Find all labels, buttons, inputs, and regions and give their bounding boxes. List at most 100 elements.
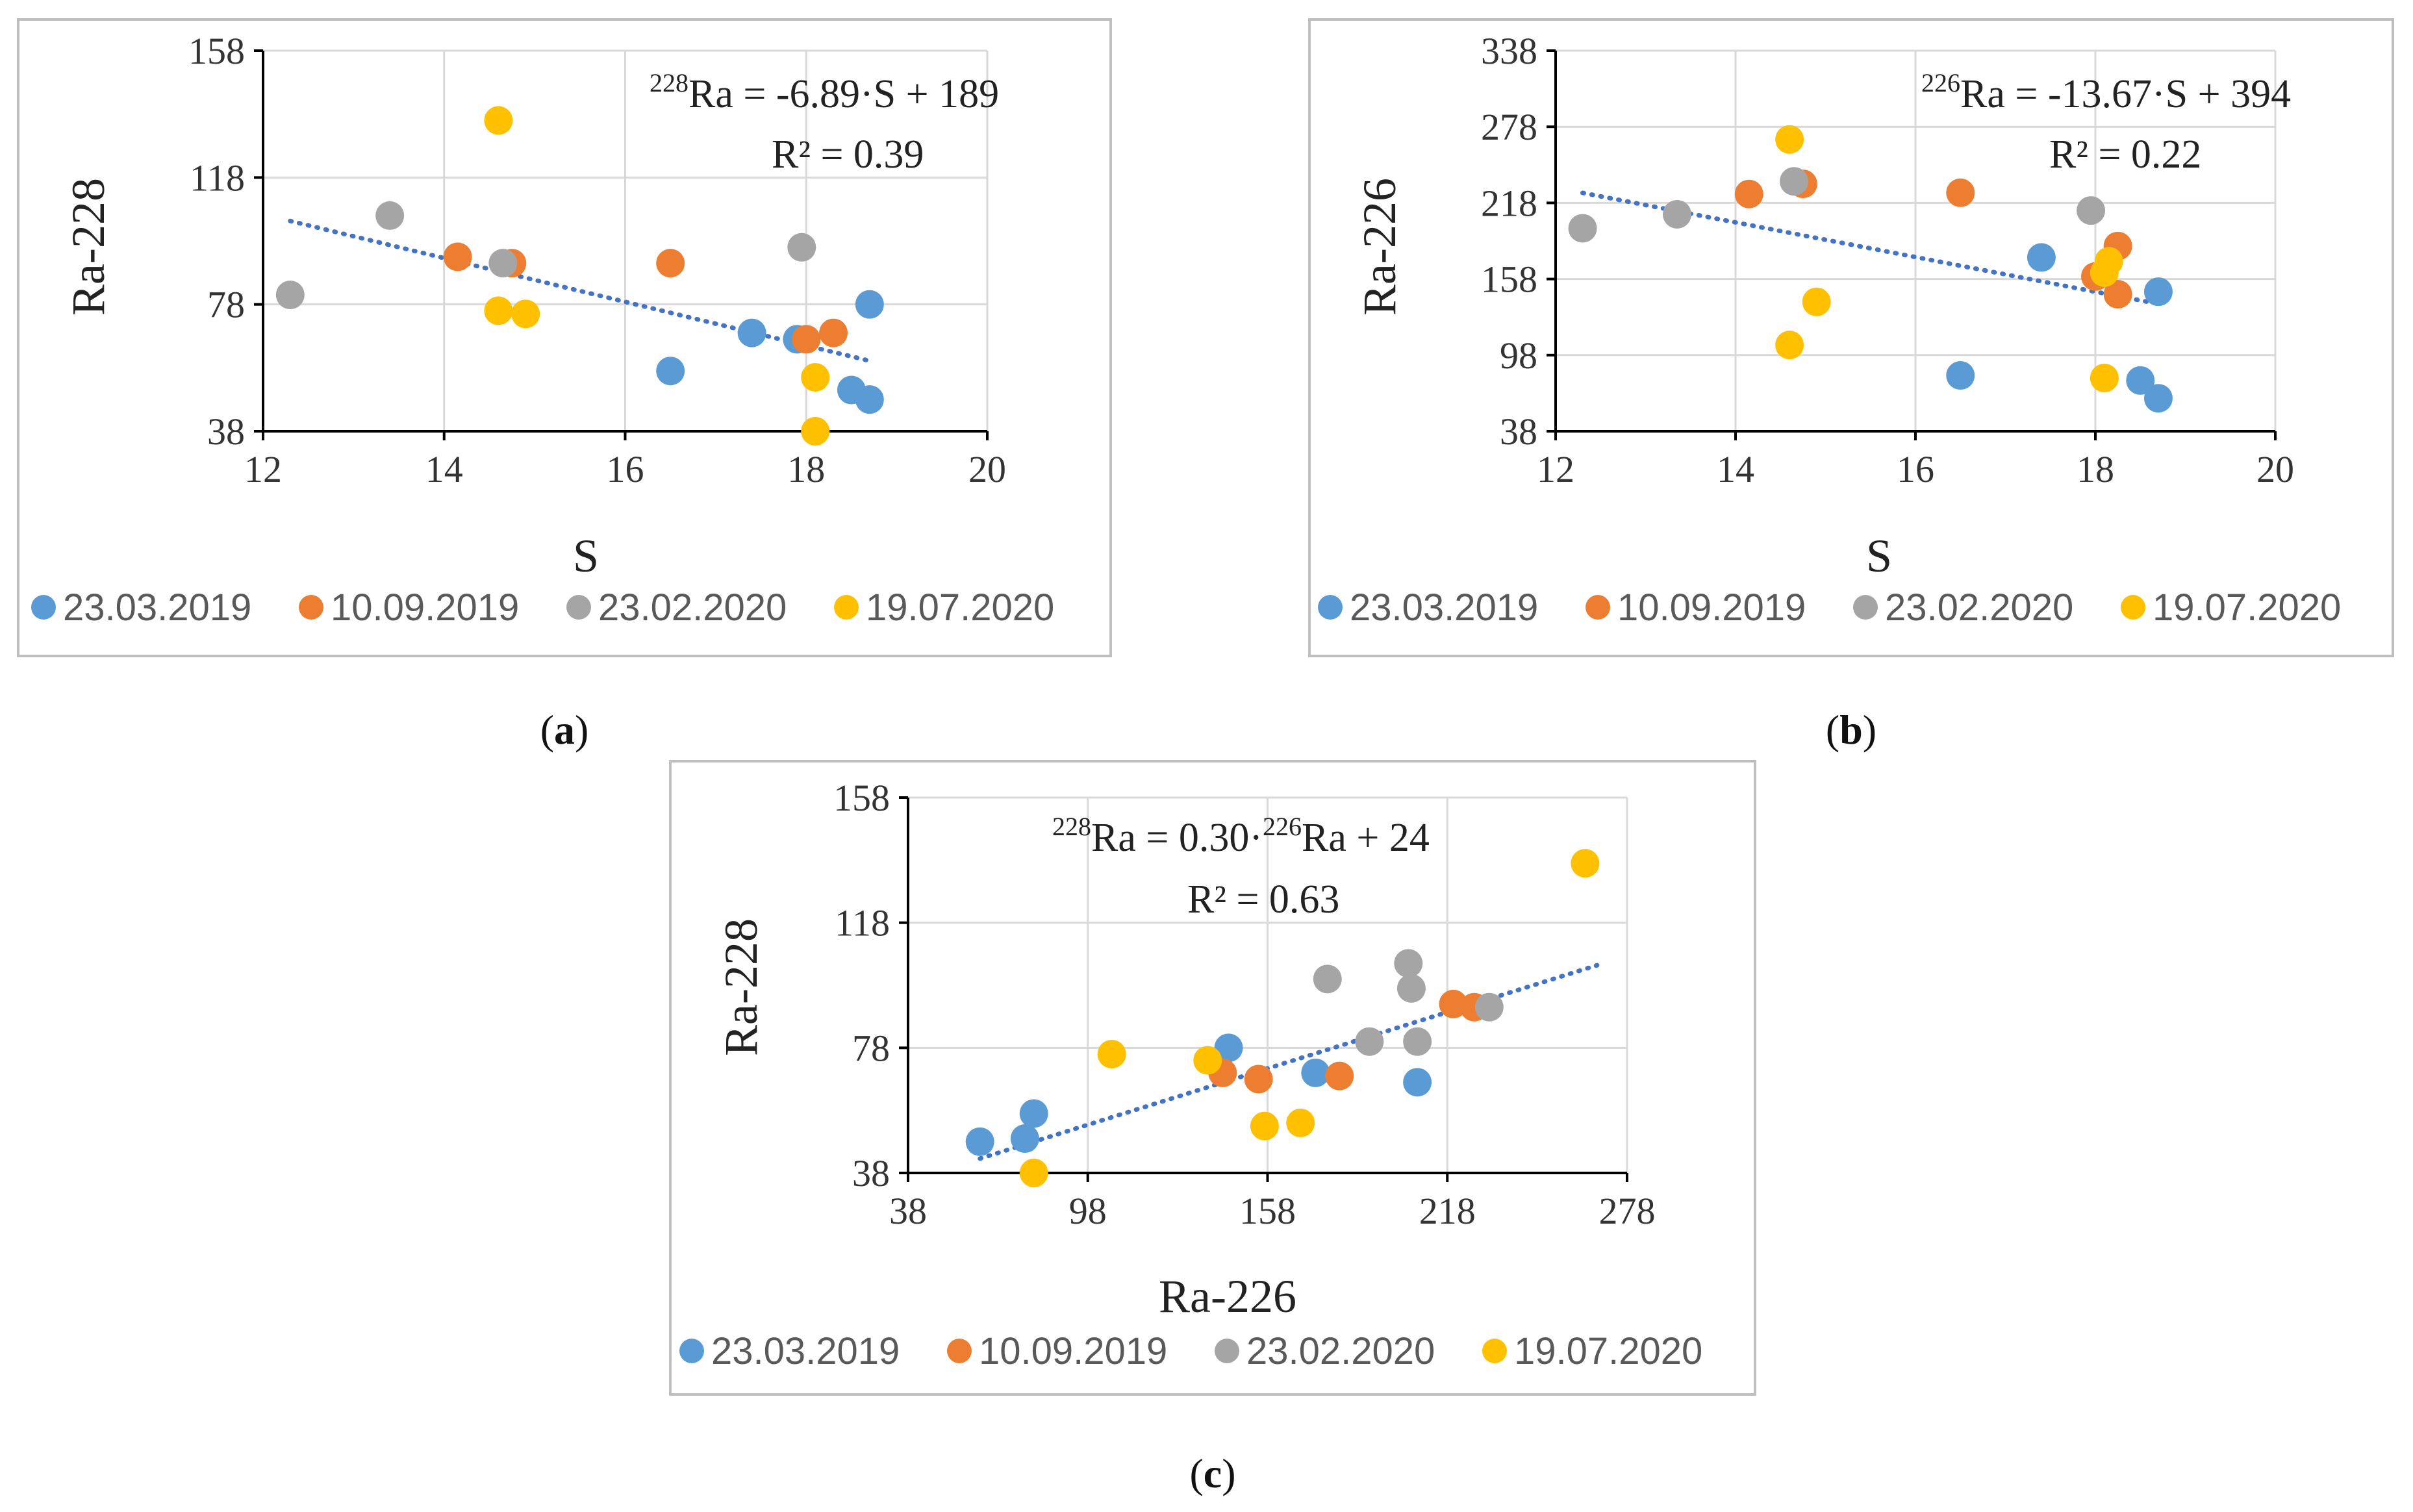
chart-a-point-19.07.2020 [484,106,513,135]
chart-b-point-10.09.2019 [2103,280,2132,309]
chart-a-trendline [288,218,872,364]
chart-a-legend-marker [834,595,859,620]
chart-c-y-axis-label: Ra-228 [715,918,767,1056]
chart-a-x-tick-labels: 12 14 16 18 20 [244,431,1006,490]
chart-a-caption-letter: a [554,707,575,753]
chart-b-legend-label: 10.09.2019 [1617,586,1806,629]
chart-c-equation: 228Ra = 0.30·226Ra + 24 [1052,812,1430,860]
chart-a-point-19.07.2020 [484,296,513,325]
chart-c-x-tick-labels: 38 98 158 218 278 [889,1173,1656,1232]
chart-b-equation-superscript: 226 [1921,68,1960,97]
chart-a-legend-label: 23.03.2019 [63,586,251,629]
chart-a-legend-label: 23.02.2020 [598,586,787,629]
chart-a-frame [17,18,1112,657]
chart-b-y-tick-label: 38 [1500,410,1537,453]
chart-b-point-19.07.2020 [1775,125,1804,154]
chart-c-legend-marker [1215,1339,1239,1363]
chart-c-point-23.02.2020 [1313,964,1342,994]
chart-b-point-19.07.2020 [1775,331,1804,360]
chart-b-x-axis-label: S [1866,530,1892,582]
chart-b-x-tick-label: 18 [2077,448,2114,490]
chart-b-point-23.03.2019 [2143,384,2173,413]
chart-a-y-tick-label: 118 [190,157,245,199]
chart-c-x-tick-label: 158 [1239,1190,1296,1232]
chart-c-point-23.03.2019 [1403,1068,1432,1097]
chart-a-caption-open: ( [540,707,554,753]
chart-b-point-23.03.2019 [2143,277,2173,307]
chart-b-point-23.02.2020 [1568,214,1597,243]
chart-c-point-23.03.2019 [1010,1124,1039,1153]
chart-a-equation: 228Ra = -6.89·S + 189 [650,68,999,116]
chart-b-y-tick-label: 338 [1481,30,1537,72]
chart-b-y-tick-label: 158 [1481,258,1537,301]
chart-b-r-squared: R² = 0.22 [2049,132,2201,177]
chart-a-x-tick-label: 14 [425,448,463,490]
chart-c-y-tick-label: 118 [835,902,890,944]
chart-b-trendline [1580,190,2161,307]
chart-a-caption: (a) [540,707,589,753]
chart-c-point-19.07.2020 [1097,1039,1126,1068]
chart-a-point-10.09.2019 [656,249,685,278]
chart-c-y-tick-label: 38 [852,1152,890,1194]
chart-b-x-tick-label: 20 [2256,448,2294,490]
chart-a-point-23.03.2019 [737,318,766,347]
chart-a-point-10.09.2019 [792,325,821,354]
chart-b-point-10.09.2019 [1946,178,1975,207]
chart-b-caption-letter: b [1839,707,1863,753]
chart-c-equation-superscript: 228 [1052,812,1091,841]
chart-b-equation-text: Ra = -13.67·S + 394 [1960,72,2291,116]
chart-a-trendline-line [288,218,872,364]
chart-a-point-23.03.2019 [855,385,884,414]
chart-b-caption-close: ) [1863,707,1876,753]
chart-a-legend: 23.03.2019 10.09.2019 23.02.2020 19.07.2020 [31,586,1054,629]
chart-c-equation-text: Ra + 24 [1302,816,1430,860]
chart-c-point-23.02.2020 [1474,992,1504,1022]
chart-b-y-tick-label: 278 [1481,106,1537,148]
chart-c-caption-open: ( [1189,1450,1203,1496]
chart-a-point-23.03.2019 [855,290,884,319]
chart-c-caption: (c) [1189,1450,1235,1496]
chart-c-point-19.07.2020 [1193,1046,1222,1075]
chart-a-legend-marker [566,595,591,620]
chart-c-legend-label: 19.07.2020 [1514,1330,1702,1372]
chart-c-legend-label: 10.09.2019 [979,1330,1167,1372]
chart-a-point-10.09.2019 [443,242,472,271]
chart-c-point-19.07.2020 [1250,1111,1279,1140]
chart-b-legend-label: 23.03.2019 [1350,586,1538,629]
chart-b-x-tick-label: 12 [1537,448,1574,490]
chart-a-legend-marker [299,595,323,620]
chart-b-points [1568,125,2173,413]
chart-b-legend-marker [2121,595,2145,620]
chart-a-x-tick-label: 16 [607,448,644,490]
chart-b-point-23.02.2020 [1780,167,1809,196]
chart-c-equation-mid: Ra = 0.30· [1091,816,1263,860]
chart-a-points [275,106,884,446]
chart-a-legend-marker [31,595,56,620]
chart-c-r-squared: R² = 0.63 [1187,877,1339,922]
chart-b-point-23.03.2019 [1946,361,1975,390]
chart-c-point-23.03.2019 [965,1127,994,1156]
chart-b-point-23.03.2019 [2027,243,2056,272]
chart-c-point-23.02.2020 [1403,1027,1432,1056]
chart-a-y-tick-labels: 38 78 118 158 [188,30,263,453]
chart-a-point-23.02.2020 [375,201,405,230]
chart-a-point-23.02.2020 [787,233,816,262]
chart-c-point-19.07.2020 [1286,1108,1315,1137]
chart-a-x-tick-label: 20 [968,448,1006,490]
chart-a-point-23.03.2019 [656,357,685,386]
chart-c-point-23.03.2019 [1301,1058,1330,1087]
chart-c-point-10.09.2019 [1244,1065,1273,1094]
chart-b-x-tick-label: 14 [1717,448,1754,490]
chart-b-y-tick-label: 98 [1500,334,1537,377]
chart-a-equation-superscript: 228 [650,68,689,97]
chart-c-legend-marker [947,1339,972,1363]
chart-b-point-19.07.2020 [1802,287,1831,316]
chart-c-x-tick-label: 278 [1599,1190,1656,1232]
chart-b-y-tick-labels: 38 98 158 218 278 338 [1481,30,1556,453]
chart-a-point-19.07.2020 [511,299,540,329]
chart-a-point-23.02.2020 [488,249,518,278]
chart-a-r-squared: R² = 0.39 [772,132,924,177]
chart-a-y-tick-label: 78 [207,284,245,326]
chart-b-trendline-line [1580,190,2161,307]
